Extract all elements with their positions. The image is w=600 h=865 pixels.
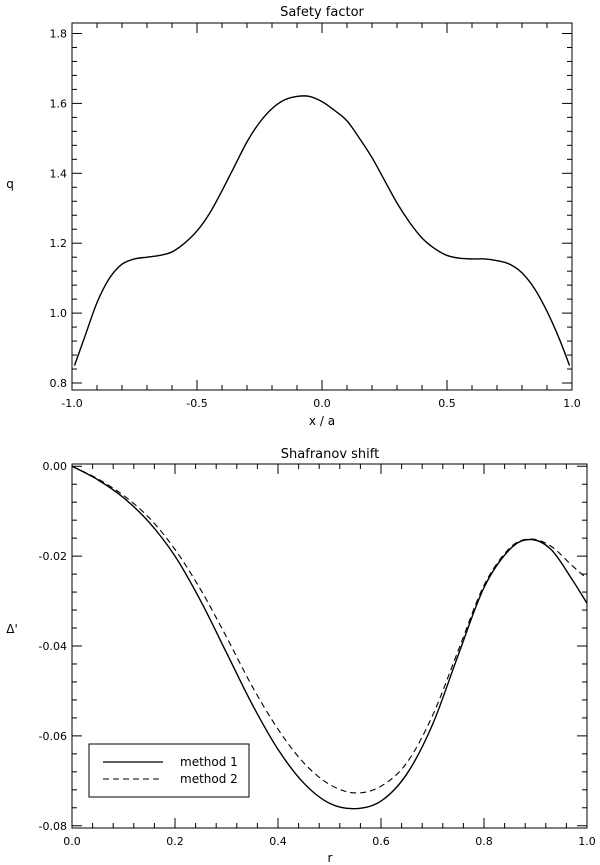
legend-label-method-1: method 1 bbox=[180, 755, 238, 769]
y-tick-label: -0.08 bbox=[39, 820, 67, 833]
y-tick-label: 1.0 bbox=[50, 307, 68, 320]
y-tick-label: 1.8 bbox=[50, 27, 68, 40]
plot-frame bbox=[71, 22, 573, 391]
series-line-2 bbox=[71, 465, 588, 794]
x-axis-ticks: 0.0 0.2 0.4 0.6 0.8 1.0 bbox=[63, 464, 596, 848]
x-axis-label: x / a bbox=[309, 414, 335, 428]
x-tick-label: -1.0 bbox=[61, 397, 82, 410]
x-tick-label: 0.2 bbox=[166, 835, 184, 848]
x-tick-label: 0.8 bbox=[475, 835, 493, 848]
x-axis-ticks: -1.0 -0.5 0.0 0.5 1.0 bbox=[61, 23, 581, 410]
y-axis-label: q bbox=[6, 177, 14, 191]
y-axis-ticks: 0.00 -0.02 -0.04 -0.06 -0.08 bbox=[39, 460, 587, 833]
y-tick-label: 0.00 bbox=[43, 460, 68, 473]
x-tick-label: 0.0 bbox=[313, 397, 331, 410]
y-tick-label: -0.02 bbox=[39, 550, 67, 563]
x-tick-label: 0.0 bbox=[63, 835, 81, 848]
chart-title: Safety factor bbox=[280, 5, 364, 20]
x-tick-label: -0.5 bbox=[186, 397, 207, 410]
series-lines bbox=[73, 95, 571, 366]
shafranov-shift-chart: Shafranov shift 0.0 0.2 0.4 0.6 0.8 1.0 0.00 -… bbox=[6, 447, 596, 865]
y-axis-ticks: 0.8 1.0 1.2 1.4 1.6 1.8 bbox=[50, 27, 572, 390]
x-tick-label: 1.0 bbox=[563, 397, 581, 410]
x-tick-label: 0.4 bbox=[269, 835, 287, 848]
y-axis-label: Δ' bbox=[6, 622, 18, 636]
x-tick-label: 0.6 bbox=[372, 835, 390, 848]
y-tick-label: 1.2 bbox=[50, 237, 68, 250]
x-tick-label: 0.5 bbox=[438, 397, 456, 410]
chart-title: Shafranov shift bbox=[281, 447, 379, 462]
safety-factor-chart: Safety factor -1.0 -0.5 0.0 0.5 1.0 0.8 1.0 1.… bbox=[6, 5, 581, 428]
legend: method 1 method 2 bbox=[88, 743, 250, 798]
legend-label-method-2: method 2 bbox=[180, 772, 238, 786]
x-axis-label: r bbox=[328, 851, 333, 865]
y-tick-label: 0.8 bbox=[50, 377, 68, 390]
x-tick-label: 1.0 bbox=[578, 835, 596, 848]
series-lines bbox=[71, 465, 588, 810]
y-tick-label: 1.6 bbox=[50, 97, 68, 110]
y-tick-label: -0.04 bbox=[39, 640, 67, 653]
y-tick-label: 1.4 bbox=[50, 167, 68, 180]
series-line-1 bbox=[73, 95, 571, 366]
legend-box bbox=[88, 743, 250, 798]
series-line-1 bbox=[71, 465, 588, 810]
y-tick-label: -0.06 bbox=[39, 730, 67, 743]
